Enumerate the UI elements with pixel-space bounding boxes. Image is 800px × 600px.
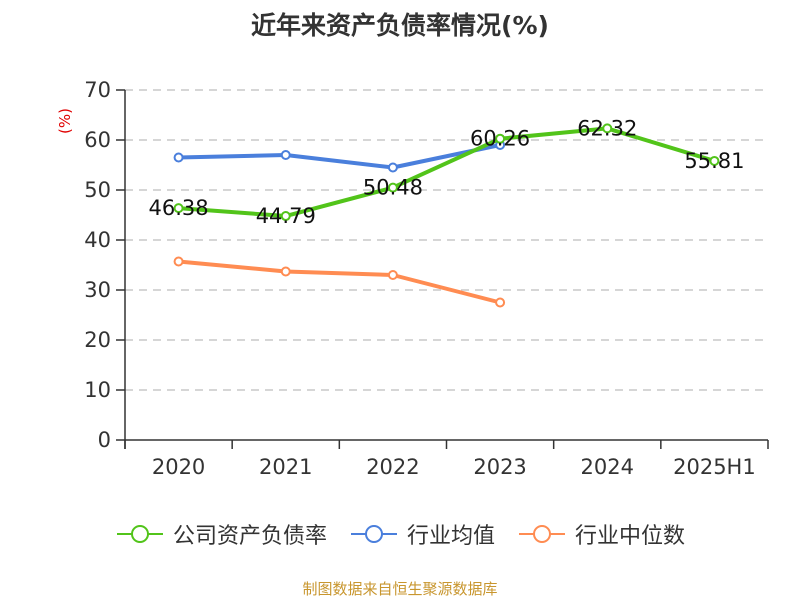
legend-line-marker-icon [519,525,565,543]
data-point[interactable] [495,297,506,308]
data-label: 44.79 [256,204,316,228]
x-tick-label: 2023 [473,455,526,479]
data-point[interactable] [280,266,291,277]
y-tick-label: 30 [84,278,111,302]
legend-item-industry-average[interactable]: 行业均值 [349,518,495,550]
data-point[interactable] [173,152,184,163]
data-point[interactable] [173,203,184,214]
y-tick-label: 60 [84,128,111,152]
data-label: 62.32 [577,116,637,140]
legend-item-company[interactable]: 公司资产负债率 [115,518,327,550]
x-tick-label: 2021 [259,455,312,479]
chart-title: 近年来资产负债率情况(%) [251,11,549,40]
data-label: 55.81 [684,149,744,173]
data-point[interactable] [495,133,506,144]
data-point[interactable] [387,270,398,280]
x-tick-label: 2020 [152,455,205,479]
legend-label: 行业中位数 [575,524,686,549]
y-tick-label: 70 [84,78,111,102]
data-label: 46.38 [149,196,209,220]
series-line [178,126,715,219]
y-tick-label: 0 [98,428,111,452]
x-tick-label: 2022 [366,455,419,479]
data-point[interactable] [709,155,720,166]
legend-label: 行业均值 [406,524,495,549]
y-tick-label: 20 [84,328,111,352]
legend-item-industry-median[interactable]: 行业中位数 [517,518,685,550]
data-label: 50.48 [363,176,423,200]
data-source-note: 制图数据来自恒生聚源数据库 [302,580,498,598]
data-point[interactable] [387,182,398,193]
legend-line-marker-icon [116,525,163,543]
data-point[interactable] [280,150,291,160]
x-tick-label: 2025H1 [673,455,756,479]
series-line [178,259,501,305]
y-tick-label: 10 [84,378,111,402]
legend: 公司资产负债率 行业均值 行业中位数 [0,518,800,550]
data-point[interactable] [602,123,613,134]
data-label: 60.26 [470,127,530,151]
data-point[interactable] [280,211,291,222]
data-point[interactable] [387,162,398,173]
y-tick-label: 50 [84,178,111,202]
series-line [178,143,501,170]
data-point[interactable] [173,256,184,267]
legend-label: 公司资产负债率 [172,524,327,549]
legend-line-marker-icon [350,525,397,543]
y-tick-label: 40 [84,228,111,252]
x-tick-label: 2024 [581,455,634,479]
